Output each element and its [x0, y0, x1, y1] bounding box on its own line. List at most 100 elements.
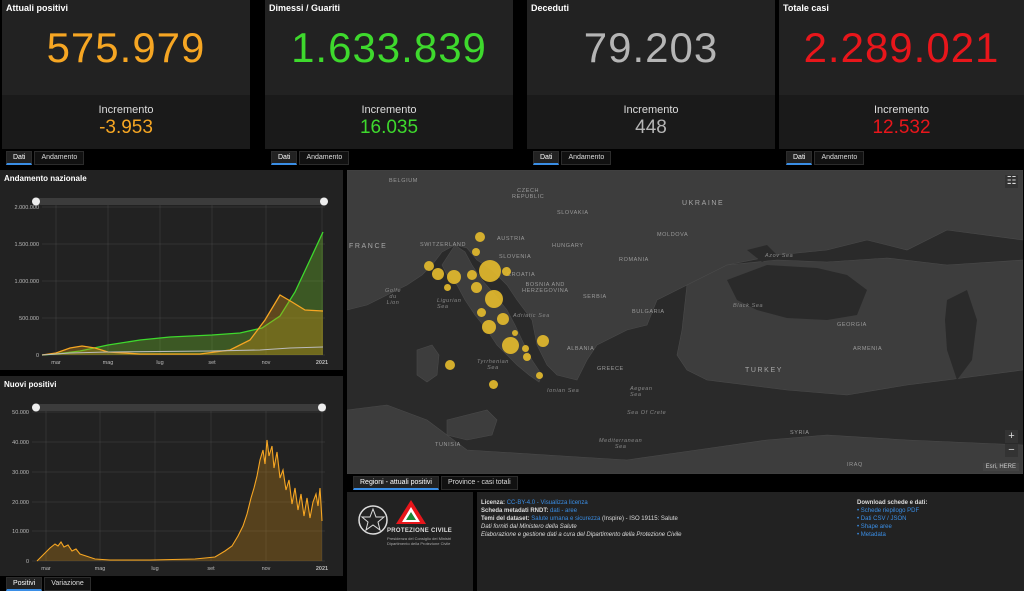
x-tick: 2021 — [316, 566, 328, 572]
kpi-card-attuali-positivi: Attuali positivi 575.979 Incremento -3.9… — [2, 0, 250, 149]
region-bubble[interactable] — [479, 260, 501, 282]
tab-andamento[interactable]: Andamento — [299, 151, 350, 165]
kpi-increment-value: -3.953 — [99, 117, 153, 138]
chart-tabs: Positivi Variazione — [6, 577, 93, 591]
x-tick: mar — [51, 360, 61, 366]
region-bubble[interactable] — [497, 313, 509, 325]
download-metadata[interactable]: • Metadata — [857, 532, 886, 538]
new-cases-chart-svg: 50.000 40.000 30.000 20.000 10.000 0 mar… — [12, 403, 328, 572]
region-bubble[interactable] — [502, 267, 511, 276]
region-bubble[interactable] — [537, 335, 549, 347]
series-nuovi-positivi-area — [37, 440, 322, 561]
tab-dati[interactable]: Dati — [6, 151, 33, 165]
chart-nuovi-positivi: 50.000 40.000 30.000 20.000 10.000 0 mar… — [0, 376, 343, 576]
region-bubble[interactable] — [471, 282, 482, 293]
map-label-czech: CZECH REPUBLIC — [512, 188, 545, 200]
kpi-increment-value: 12.532 — [872, 117, 931, 138]
range-slider-left-handle[interactable] — [32, 197, 40, 206]
map-label-iraq: IRAQ — [847, 462, 863, 468]
region-bubble[interactable] — [523, 353, 531, 361]
temi-link[interactable]: Salute umana e sicurezza — [531, 516, 601, 522]
map-layers-button[interactable]: ☷ — [1005, 175, 1018, 188]
kpi-title: Dimessi / Guariti — [269, 3, 341, 13]
kpi-tabs-2: Dati Andamento — [271, 151, 351, 165]
info-licenza: Licenza: CC-BY-4.0 - Visualizza licenza — [481, 499, 588, 508]
region-bubble[interactable] — [467, 270, 477, 280]
series-guariti-line — [41, 231, 324, 356]
map-label-georgia: GEORGIA — [837, 322, 867, 328]
tab-andamento[interactable]: Andamento — [34, 151, 85, 165]
map-label-bosnia: BOSNIA AND HERZEGOVINA — [522, 282, 569, 294]
zoom-out-button[interactable]: − — [1005, 444, 1018, 457]
download-link-label: Schede riepilogo PDF — [860, 508, 920, 514]
range-slider-track[interactable] — [34, 198, 326, 205]
y-tick: 20.000 — [12, 500, 29, 506]
region-bubble[interactable] — [482, 320, 496, 334]
kpi-increment-label: Incremento — [873, 104, 930, 116]
x-tick: set — [207, 566, 215, 572]
download-schede-pdf[interactable]: • Schede riepilogo PDF — [857, 508, 920, 514]
map-label-ligurian-sea: Ligurian Sea — [437, 298, 462, 310]
tab-dati[interactable]: Dati — [786, 151, 813, 165]
range-slider-left-handle[interactable] — [32, 403, 40, 412]
series-positivi-line — [41, 294, 324, 356]
region-bubble[interactable] — [512, 330, 518, 336]
chart-title: Nuovi positivi — [4, 380, 57, 389]
tab-dati[interactable]: Dati — [271, 151, 298, 165]
x-tick: lug — [151, 566, 158, 572]
region-bubble[interactable] — [475, 232, 485, 242]
region-bubble[interactable] — [444, 284, 451, 291]
region-bubble[interactable] — [489, 380, 498, 389]
region-bubble[interactable] — [432, 268, 444, 280]
info-fonti: Dati forniti dal Ministero della Salute — [481, 524, 577, 530]
region-bubble[interactable] — [447, 270, 461, 284]
kpi-title: Attuali positivi — [6, 3, 69, 13]
region-bubble[interactable] — [522, 345, 529, 352]
map-label-serbia: SERBIA — [583, 294, 607, 300]
map-base-svg — [347, 170, 1023, 474]
licenza-label: Licenza: — [481, 500, 506, 506]
range-slider-right-handle[interactable] — [320, 197, 328, 206]
kpi-increment-box: Incremento 16.035 — [265, 95, 513, 149]
region-bubble[interactable] — [485, 290, 503, 308]
region-bubble[interactable] — [536, 372, 543, 379]
map-attribution[interactable]: Esri, HERE — [982, 463, 1019, 471]
map-view[interactable]: BELGIUM CZECH REPUBLIC SLOVAKIA UKRAINE … — [347, 170, 1023, 474]
range-slider-track[interactable] — [34, 404, 326, 411]
map-label-moldova: MOLDOVA — [657, 232, 689, 238]
chart-title: Andamento nazionale — [4, 174, 87, 183]
temi-label: Temi del dataset: — [481, 516, 530, 522]
tab-variazione[interactable]: Variazione — [44, 577, 91, 591]
region-bubble[interactable] — [424, 261, 434, 271]
region-bubble[interactable] — [477, 308, 486, 317]
region-bubble[interactable] — [472, 248, 480, 256]
map-label-mediterranean-sea: Mediterranean Sea — [599, 438, 643, 450]
map-label-sea-of-crete: Sea Of Crete — [627, 410, 667, 416]
scheda-link[interactable]: dati - aree — [550, 508, 578, 514]
tab-province-casi-totali[interactable]: Province - casi totali — [440, 476, 518, 490]
download-dati-csv-json[interactable]: • Dati CSV / JSON — [857, 516, 907, 522]
tab-regioni-attuali-positivi[interactable]: Regioni - attuali positivi — [353, 476, 439, 490]
download-shape-aree[interactable]: • Shape aree — [857, 524, 892, 530]
tab-positivi[interactable]: Positivi — [6, 577, 43, 591]
region-bubble[interactable] — [502, 337, 519, 354]
tab-dati[interactable]: Dati — [533, 151, 560, 165]
licenza-link[interactable]: CC-BY-4.0 - Visualizza licenza — [506, 500, 588, 506]
kpi-increment-label: Incremento — [361, 104, 417, 116]
map-label-belgium: BELGIUM — [389, 178, 418, 184]
download-link-label: Dati CSV / JSON — [860, 516, 907, 522]
range-slider-right-handle[interactable] — [318, 403, 326, 412]
tab-andamento[interactable]: Andamento — [561, 151, 612, 165]
tab-andamento[interactable]: Andamento — [814, 151, 865, 165]
kpi-increment-box: Incremento 12.532 — [779, 95, 1024, 149]
y-tick: 1.000.000 — [15, 279, 39, 285]
zoom-in-button[interactable]: + — [1005, 430, 1018, 443]
map-label-greece: GREECE — [597, 366, 624, 372]
kpi-value: 575.979 — [46, 24, 206, 71]
map-label-france: FRANCE — [349, 243, 388, 250]
kpi-increment-label: Incremento — [98, 104, 154, 116]
x-tick: nov — [262, 566, 271, 572]
region-bubble[interactable] — [445, 360, 455, 370]
kpi-tabs-1: Dati Andamento — [6, 151, 86, 165]
footer-logo-panel: PROTEZIONE CIVILE Presidenza del Consigl… — [347, 492, 473, 591]
